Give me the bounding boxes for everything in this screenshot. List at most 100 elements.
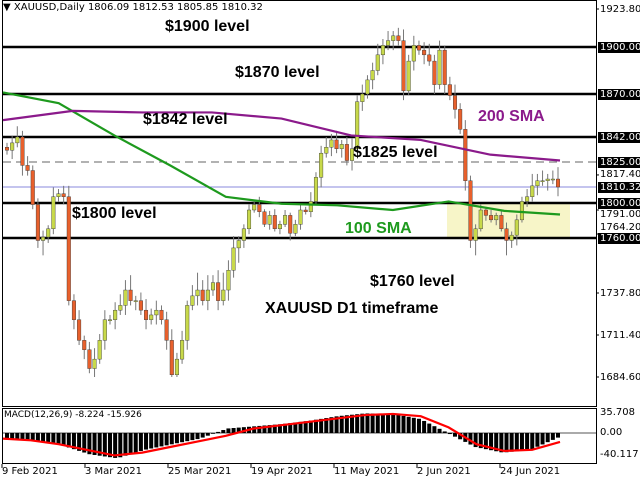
candle-body bbox=[401, 40, 406, 92]
macd-histogram-bar bbox=[545, 433, 550, 443]
x-tick-label: 25 Mar 2021 bbox=[168, 466, 232, 477]
macd-histogram-bar bbox=[530, 433, 535, 450]
price-tag: 1825.00 bbox=[598, 157, 640, 168]
candle-body bbox=[113, 309, 118, 320]
candle-body bbox=[519, 201, 524, 221]
candle-body bbox=[30, 170, 35, 205]
macd-histogram-bar bbox=[41, 433, 46, 443]
candle-body bbox=[319, 152, 324, 178]
candle-body bbox=[509, 234, 514, 241]
y-tick-label: 1817.40 bbox=[600, 169, 640, 180]
macd-histogram-bar bbox=[226, 428, 231, 433]
candle-body bbox=[427, 54, 432, 62]
candle-body bbox=[375, 54, 380, 71]
annotation-100-sma: 100 SMA bbox=[345, 220, 412, 237]
macd-histogram-bar bbox=[51, 433, 56, 444]
candle-body bbox=[267, 215, 272, 225]
macd-histogram-bar bbox=[113, 433, 118, 458]
macd-histogram-bar bbox=[236, 427, 241, 433]
macd-histogram-bar bbox=[180, 433, 185, 443]
annotation-1842: $1842 level bbox=[143, 111, 228, 128]
symbol-label: XAUUSD,Daily bbox=[13, 2, 85, 13]
macd-histogram-bar bbox=[185, 433, 190, 442]
macd-histogram-bar bbox=[344, 415, 349, 433]
candle-body bbox=[303, 209, 308, 212]
macd-histogram-bar bbox=[257, 425, 262, 433]
candle-body bbox=[195, 289, 200, 297]
candle-body bbox=[66, 196, 71, 301]
macd-histogram-bar bbox=[30, 433, 35, 441]
candle-body bbox=[118, 305, 123, 311]
macd-histogram-bar bbox=[205, 433, 210, 436]
macd-histogram-bar bbox=[365, 413, 370, 433]
candle-body bbox=[514, 219, 519, 236]
candle-body bbox=[71, 300, 76, 320]
candle-body bbox=[453, 95, 458, 110]
candle-body bbox=[447, 84, 452, 96]
candle-body bbox=[540, 180, 545, 182]
candle-body bbox=[138, 300, 143, 311]
macd-y-tick-label: 35.708 bbox=[600, 407, 635, 418]
candle-body bbox=[144, 309, 149, 320]
candle-body bbox=[550, 178, 555, 181]
macd-histogram-bar bbox=[473, 433, 478, 448]
candle-body bbox=[380, 45, 385, 56]
macd-histogram-bar bbox=[401, 415, 406, 433]
macd-histogram-bar bbox=[550, 433, 555, 440]
annotation-1825: $1825 level bbox=[353, 144, 438, 161]
candle-body bbox=[190, 295, 195, 306]
macd-histogram-bar bbox=[195, 433, 200, 440]
x-tick-label: 11 May 2021 bbox=[334, 466, 400, 477]
price-tag: 1810.32 bbox=[598, 182, 640, 193]
macd-histogram-bar bbox=[478, 433, 483, 449]
candle-body bbox=[365, 79, 370, 95]
macd-histogram-bar bbox=[138, 433, 143, 451]
candle-body bbox=[556, 178, 561, 188]
macd-histogram-bar bbox=[535, 433, 540, 447]
macd-histogram-bar bbox=[159, 433, 164, 447]
macd-histogram-bar bbox=[169, 433, 174, 445]
candle-body bbox=[489, 215, 494, 221]
candle-body bbox=[216, 282, 221, 301]
macd-histogram-bar bbox=[442, 431, 447, 433]
candle-body bbox=[530, 185, 535, 197]
candle-body bbox=[51, 196, 56, 230]
candle-body bbox=[257, 204, 262, 212]
candle-body bbox=[180, 340, 185, 360]
macd-histogram-bar bbox=[355, 414, 360, 433]
macd-histogram-bar bbox=[200, 433, 205, 438]
candle-body bbox=[308, 201, 313, 212]
candle-body bbox=[483, 209, 488, 216]
candle-body bbox=[159, 309, 164, 320]
candle-body bbox=[277, 224, 282, 230]
candle-body bbox=[4, 147, 9, 151]
candle-body bbox=[468, 180, 473, 241]
candle-body bbox=[174, 358, 179, 376]
candle-body bbox=[334, 139, 339, 149]
macd-histogram-bar bbox=[288, 423, 293, 433]
candle-body bbox=[344, 144, 349, 161]
macd-histogram-bar bbox=[221, 430, 226, 433]
macd-histogram-bar bbox=[267, 425, 272, 433]
price-tag: 1870.00 bbox=[598, 89, 640, 100]
macd-histogram-bar bbox=[489, 433, 494, 451]
triangle-down-icon[interactable]: ▼ bbox=[3, 2, 11, 13]
candle-body bbox=[473, 228, 478, 241]
macd-histogram-bar bbox=[375, 413, 380, 433]
candle-body bbox=[210, 282, 215, 291]
candle-body bbox=[200, 289, 205, 301]
macd-histogram-bar bbox=[293, 422, 298, 433]
macd-histogram-bar bbox=[556, 433, 560, 438]
macd-histogram-bar bbox=[174, 433, 179, 444]
x-tick-label: 19 Apr 2021 bbox=[251, 466, 313, 477]
macd-histogram-bar bbox=[468, 433, 473, 445]
macd-histogram-bar bbox=[422, 420, 427, 433]
macd-histogram-bar bbox=[303, 421, 308, 433]
candle-body bbox=[35, 204, 40, 241]
candle-body bbox=[360, 93, 365, 102]
macd-histogram-bar bbox=[66, 433, 71, 448]
macd-histogram-bar bbox=[458, 433, 463, 440]
candle-body bbox=[350, 148, 355, 161]
macd-histogram-bar bbox=[210, 433, 215, 434]
